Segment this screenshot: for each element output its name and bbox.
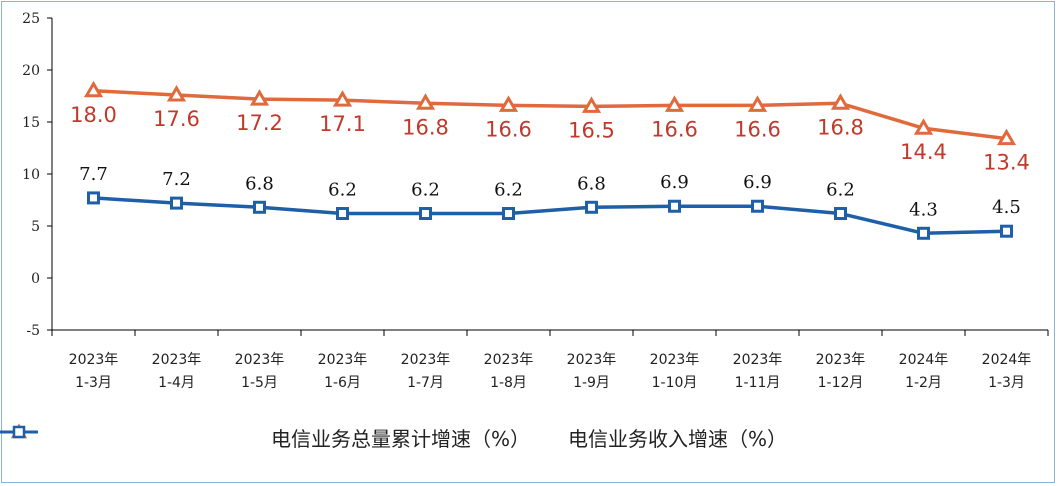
square-marker (419, 207, 432, 221)
square-marker (253, 200, 266, 214)
x-tick-label-month: 1-8月 (490, 375, 527, 391)
legend-square-marker (0, 425, 38, 439)
data-label: 6.2 (494, 180, 523, 201)
x-tick-label-year: 2023年 (650, 352, 700, 368)
y-tick-label: 0 (31, 271, 40, 287)
data-label: 16.8 (817, 115, 864, 139)
y-tick-label: 5 (31, 219, 40, 235)
data-label: 16.8 (402, 115, 449, 139)
x-tick-label-year: 2023年 (69, 352, 119, 368)
x-tick-label-month: 1-6月 (324, 375, 361, 391)
x-tick-label-month: 1-11月 (735, 375, 781, 391)
x-tick-label-year: 2023年 (318, 352, 368, 368)
triangle-marker (332, 90, 353, 107)
x-tick-label-year: 2023年 (235, 352, 285, 368)
data-label: 6.8 (245, 173, 274, 194)
x-tick-label-year: 2024年 (899, 352, 949, 368)
x-tick-label-year: 2023年 (484, 352, 534, 368)
y-tick-label: 25 (22, 11, 40, 27)
data-label: 17.1 (319, 112, 366, 136)
x-tick-label-month: 1-12月 (818, 375, 864, 391)
data-label: 14.4 (900, 140, 947, 164)
square-marker (917, 226, 930, 240)
x-tick-label-month: 1-7月 (407, 375, 444, 391)
data-label: 16.6 (485, 117, 532, 141)
series-line-1 (93, 196, 1007, 236)
data-label: 17.2 (236, 111, 283, 135)
series-line-0 (93, 89, 1007, 141)
data-label: 16.5 (568, 118, 615, 142)
legend-label-revenue: 电信业务收入增速（%） (568, 426, 788, 451)
x-tick-label-year: 2023年 (816, 352, 866, 368)
data-label: 6.8 (577, 173, 606, 194)
x-tick-label-month: 1-10月 (652, 375, 698, 391)
x-tick-label-year: 2023年 (733, 352, 783, 368)
square-marker (585, 200, 598, 214)
y-tick-label: 20 (22, 63, 40, 79)
chart-legend: 电信业务总量累计增速（%） 电信业务收入增速（%） (0, 422, 1058, 452)
data-label: 7.2 (162, 169, 191, 190)
data-label: 6.9 (660, 172, 689, 193)
triangle-marker (166, 84, 187, 102)
y-tick-label: 15 (22, 115, 40, 131)
x-tick-label-year: 2023年 (401, 352, 451, 368)
triangle-marker (747, 95, 768, 112)
data-label: 6.9 (743, 172, 772, 193)
y-tick-label: 10 (22, 167, 40, 183)
square-marker (336, 207, 349, 221)
triangle-marker (664, 95, 685, 112)
square-marker (87, 191, 100, 205)
data-label: 6.2 (826, 180, 855, 201)
square-marker (751, 199, 764, 213)
data-label: 4.3 (909, 199, 938, 220)
data-label: 7.7 (79, 164, 108, 185)
triangle-marker (581, 96, 602, 113)
x-tick-label-year: 2023年 (567, 352, 617, 368)
triangle-marker (830, 93, 851, 110)
square-marker (170, 196, 183, 210)
legend-label-total: 电信业务总量累计增速（%） (270, 426, 530, 451)
triangle-marker (415, 93, 436, 110)
legend-item-total: 电信业务总量累计增速（%） (0, 423, 530, 452)
data-label: 16.6 (651, 117, 698, 141)
data-label: 16.6 (734, 117, 781, 141)
data-label: 17.6 (153, 107, 200, 131)
x-tick-label-month: 1-3月 (988, 375, 1025, 391)
triangle-marker (913, 118, 934, 135)
data-label: 6.2 (411, 180, 440, 201)
x-tick-label-month: 1-2月 (905, 375, 942, 391)
data-label: 6.2 (328, 180, 357, 201)
legend-item-revenue: 电信业务收入增速（%） (0, 423, 788, 452)
x-tick-label-month: 1-3月 (75, 375, 112, 391)
triangle-marker (996, 128, 1017, 146)
x-tick-label-month: 1-5月 (241, 375, 278, 391)
y-tick-label: -5 (26, 323, 40, 339)
x-tick-label-year: 2024年 (982, 352, 1032, 368)
data-label: 13.4 (983, 151, 1030, 175)
square-marker (502, 207, 515, 221)
data-label: 18.0 (70, 103, 117, 127)
x-tick-label-month: 1-4月 (158, 375, 195, 391)
square-marker (834, 207, 847, 221)
x-tick-label-month: 1-9月 (573, 375, 610, 391)
x-tick-label-year: 2023年 (152, 352, 202, 368)
triangle-marker (249, 89, 270, 106)
triangle-marker (83, 80, 104, 98)
data-label: 4.5 (992, 197, 1021, 218)
square-marker (668, 199, 681, 213)
triangle-marker (498, 95, 519, 112)
square-marker (1000, 224, 1013, 238)
